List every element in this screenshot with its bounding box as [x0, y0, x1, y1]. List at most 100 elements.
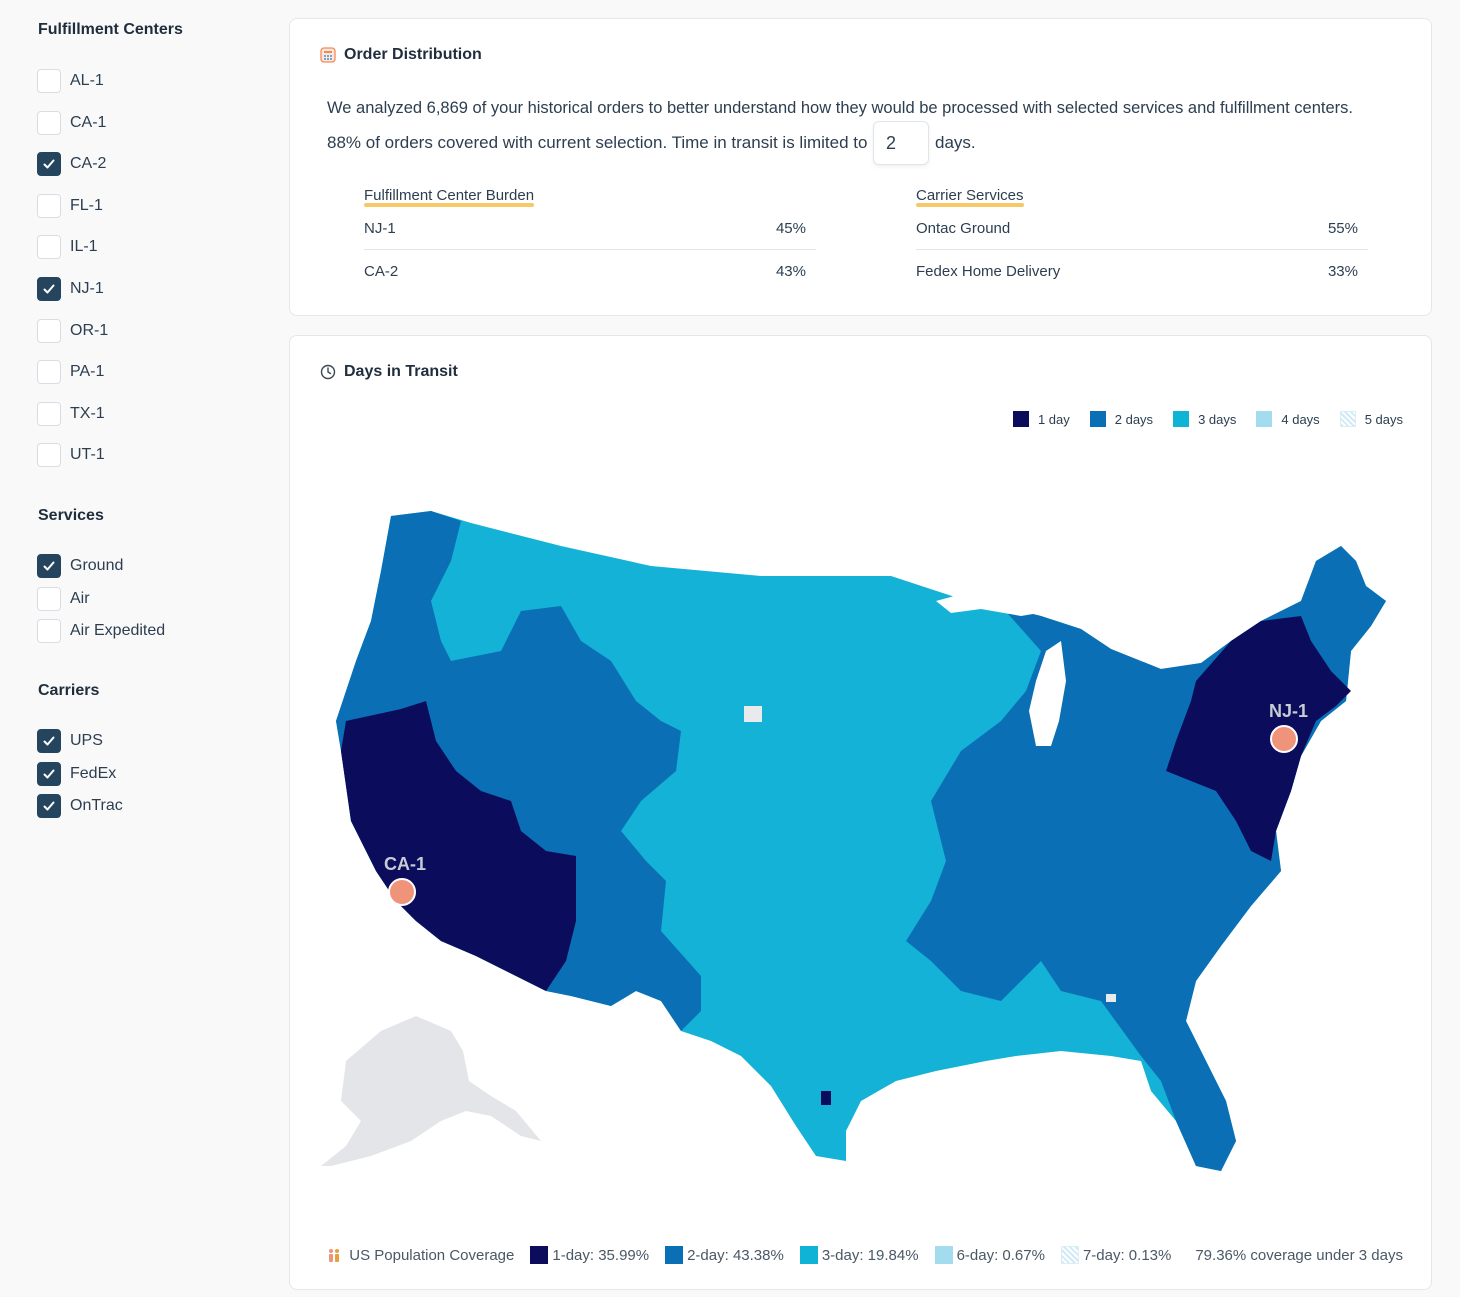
table-row: Fedex Home Delivery 33% [916, 250, 1368, 292]
check-icon [43, 769, 55, 778]
checkbox-label: NJ-1 [70, 280, 104, 297]
population-item: 6-day: 0.67% [934, 1246, 1045, 1264]
legend-item: 2 days [1089, 411, 1153, 427]
population-item: 3-day: 19.84% [799, 1246, 919, 1264]
us-1day-east [1166, 616, 1351, 861]
legend-item: 1 day [1012, 411, 1070, 427]
fc-burden-title: Fulfillment Center Burden [364, 187, 535, 207]
fc-name: CA-2 [364, 262, 399, 280]
legend-item: 4 days [1256, 411, 1320, 427]
checkbox-label: IL-1 [70, 238, 98, 256]
lake-superior [936, 586, 1051, 616]
checkbox-unchecked[interactable] [37, 318, 61, 343]
checkbox-tx-1[interactable]: TX-1 [37, 401, 105, 426]
checkbox-unchecked[interactable] [37, 110, 61, 135]
no-data-patch [1106, 994, 1116, 1002]
checkbox-label: Air Expedited [70, 622, 166, 639]
population-item: 2-day: 43.38% [665, 1246, 784, 1264]
carrier-services-table: Carrier Services Ontac Ground 55% Fedex … [916, 187, 1368, 297]
checkbox-label: UT-1 [70, 446, 105, 464]
coverage-summary-prefix: 88% of orders covered with current selec… [327, 133, 868, 152]
checkbox-label: OR-1 [70, 321, 109, 339]
legend-item: 5 days [1339, 411, 1403, 427]
checkbox-ups[interactable]: UPS [37, 729, 103, 753]
population-item: 1-day: 35.99% [530, 1246, 649, 1264]
checkbox-ut-1[interactable]: UT-1 [37, 443, 105, 468]
transit-days-input[interactable] [873, 121, 929, 165]
checkbox-label: UPS [70, 732, 103, 749]
checkbox-nj-1[interactable]: NJ-1 [37, 277, 104, 301]
checkbox-unchecked[interactable] [37, 360, 61, 385]
order-distribution-title: Order Distribution [344, 46, 482, 63]
checkbox-checked[interactable] [37, 277, 61, 301]
checkbox-unchecked[interactable] [37, 69, 61, 93]
check-icon [43, 801, 55, 811]
checkbox-or-1[interactable]: OR-1 [37, 318, 109, 343]
carrier-services-title: Carrier Services [916, 187, 1024, 207]
checkbox-label: FedEx [70, 764, 117, 782]
carrier-service-percent: 55% [1327, 220, 1358, 237]
order-distribution-card: Order Distribution We analyzed 6,869 of … [289, 18, 1432, 316]
calculator-icon [320, 47, 336, 63]
carrier-service-name: Fedex Home Delivery [916, 262, 1061, 280]
lake-michigan [1029, 641, 1066, 746]
alaska-shape [321, 1016, 541, 1166]
table-row: Ontac Ground 55% [916, 208, 1368, 250]
checkbox-checked[interactable] [37, 729, 61, 753]
checkbox-il-1[interactable]: IL-1 [37, 235, 98, 260]
checkbox-fedex[interactable]: FedEx [37, 761, 117, 786]
legend-item: 3 days [1173, 411, 1236, 427]
carriers-title: Carriers [38, 682, 100, 699]
check-icon [43, 159, 55, 169]
clock-icon [320, 364, 336, 380]
checkbox-label: PA-1 [70, 363, 105, 381]
checkbox-checked[interactable] [37, 761, 61, 786]
checkbox-al-1[interactable]: AL-1 [37, 69, 104, 93]
checkbox-unchecked[interactable] [37, 586, 61, 611]
people-icon [326, 1247, 342, 1263]
check-icon [43, 284, 55, 294]
fc-burden-table: Fulfillment Center Burden NJ-1 45% CA-2 … [364, 187, 816, 297]
fulfillment-centers-title: Fulfillment Centers [38, 21, 183, 38]
fc-percent: 45% [775, 220, 806, 237]
population-summary: 79.36% coverage under 3 days [1195, 1246, 1403, 1264]
checkbox-unchecked[interactable] [37, 401, 61, 426]
checkbox-pa-1[interactable]: PA-1 [37, 360, 105, 385]
ca-1-marker [388, 878, 416, 906]
checkbox-label: OnTrac [70, 797, 123, 814]
population-item: 7-day: 0.13% [1060, 1246, 1171, 1264]
fc-percent: 43% [775, 262, 806, 280]
sidebar: Fulfillment Centers AL-1 CA-1 CA-2 FL-1 IL-1… [0, 0, 270, 1297]
check-icon [43, 561, 55, 571]
checkbox-checked[interactable] [37, 794, 61, 818]
days-in-transit-title: Days in Transit [344, 363, 458, 380]
checkbox-ontrac[interactable]: OnTrac [37, 794, 123, 818]
checkbox-ca-1[interactable]: CA-1 [37, 110, 107, 135]
us-1day-west [341, 701, 576, 991]
checkbox-fl-1[interactable]: FL-1 [37, 193, 103, 218]
analysis-summary: We analyzed 6,869 of your historical ord… [327, 99, 1353, 117]
checkbox-ground[interactable]: Ground [37, 554, 123, 578]
checkbox-air-expedited[interactable]: Air Expedited [37, 619, 165, 643]
checkbox-unchecked[interactable] [37, 619, 61, 643]
checkbox-label: CA-2 [70, 155, 107, 173]
checkbox-air[interactable]: Air [37, 586, 90, 611]
checkbox-unchecked[interactable] [37, 443, 61, 468]
table-row: NJ-1 45% [364, 208, 816, 250]
checkbox-checked[interactable] [37, 554, 61, 578]
checkbox-unchecked[interactable] [37, 193, 61, 218]
checkbox-label: FL-1 [70, 196, 103, 214]
us-transit-map[interactable]: NJ-1 CA-1 [290, 336, 1433, 1291]
checkbox-label: Ground [70, 557, 124, 574]
checkbox-label: CA-1 [70, 113, 107, 131]
checkbox-label: Air [70, 589, 90, 607]
population-title-item: US Population Coverage [326, 1247, 514, 1264]
table-row: CA-2 43% [364, 250, 816, 292]
order-distribution-header: Order Distribution [320, 46, 482, 64]
check-icon [43, 736, 55, 746]
checkbox-checked[interactable] [37, 152, 61, 177]
fc-name: NJ-1 [364, 220, 396, 237]
checkbox-unchecked[interactable] [37, 235, 61, 260]
days-in-transit-header: Days in Transit [320, 363, 458, 381]
checkbox-ca-2[interactable]: CA-2 [37, 152, 107, 177]
